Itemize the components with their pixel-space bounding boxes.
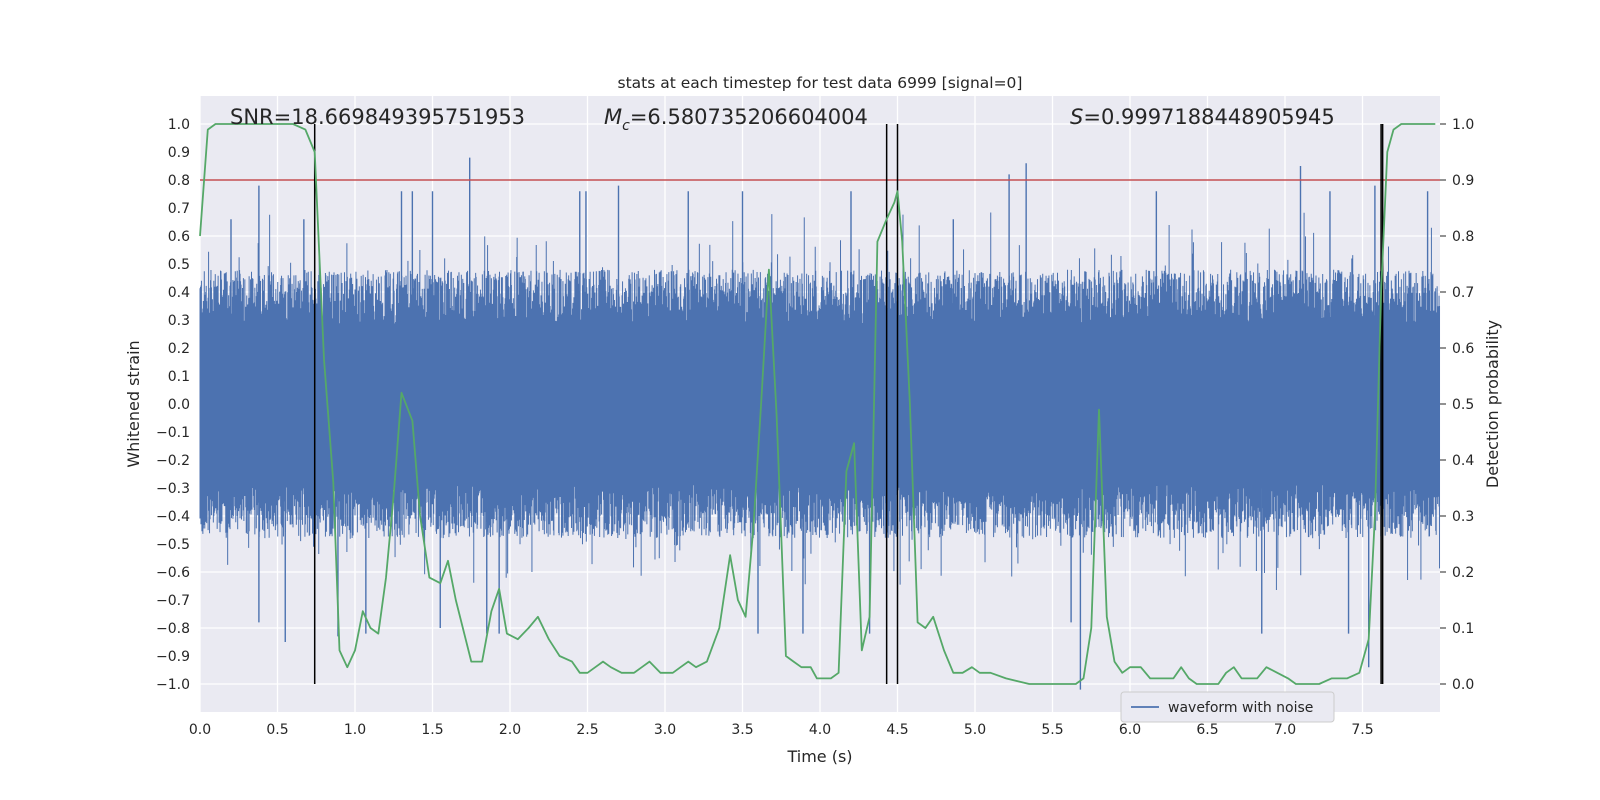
y-axis-label: Whitened strain xyxy=(124,340,143,467)
y-tick-label: −0.1 xyxy=(156,425,190,441)
y-tick-label: 0.4 xyxy=(168,285,190,301)
y-tick-label: 0.9 xyxy=(168,145,190,161)
significance-annotation: S=0.9997188448905945 xyxy=(1070,105,1335,129)
y2-tick-label: 0.7 xyxy=(1452,285,1474,301)
y-tick-label: −0.4 xyxy=(156,509,190,525)
y-tick-label: −0.3 xyxy=(156,481,190,497)
probability-series xyxy=(199,123,1436,685)
x-tick-label: 1.0 xyxy=(344,722,366,738)
y2-tick-label: 0.5 xyxy=(1452,397,1474,413)
y-tick-label: −0.7 xyxy=(156,593,190,609)
x-tick-label: 6.0 xyxy=(1119,722,1141,738)
x-axis-label: Time (s) xyxy=(786,747,852,766)
y-tick-label: 0.8 xyxy=(168,173,190,189)
y-tick-label: 0.2 xyxy=(168,341,190,357)
y-tick-label: 0.3 xyxy=(168,313,190,329)
y2-tick-label: 0.4 xyxy=(1452,453,1474,469)
chirp-mass-annotation: Mc=6.580735206604004 xyxy=(604,105,868,134)
y2-tick-label: 0.3 xyxy=(1452,509,1474,525)
y2-tick-label: 0.6 xyxy=(1452,341,1474,357)
y2-tick-label: 0.1 xyxy=(1452,621,1474,637)
significance-symbol: S xyxy=(1070,105,1083,129)
y-tick-label: 0.1 xyxy=(168,369,190,385)
x-tick-label: 4.5 xyxy=(886,722,908,738)
snr-annotation: SNR=18.669849395751953 xyxy=(230,105,525,129)
x-tick-label: 3.0 xyxy=(654,722,676,738)
y-tick-label: 0.0 xyxy=(168,397,190,413)
chirp-mass-symbol: M xyxy=(604,105,622,129)
y2-axis-ticks: 1.0 0.9 0.8 0.7 0.6 0.5 0.4 0.3 0.2 0.1 0.0 xyxy=(1440,117,1474,693)
y-tick-label: −0.8 xyxy=(156,621,190,637)
y-tick-label: 1.0 xyxy=(168,117,190,133)
legend-label: waveform with noise xyxy=(1168,700,1313,716)
x-tick-label: 3.5 xyxy=(731,722,753,738)
x-tick-label: 2.5 xyxy=(576,722,598,738)
x-tick-label: 5.0 xyxy=(964,722,986,738)
x-tick-label: 7.5 xyxy=(1351,722,1373,738)
x-tick-label: 5.5 xyxy=(1041,722,1063,738)
probability-line xyxy=(199,123,1436,685)
x-tick-label: 2.0 xyxy=(499,722,521,738)
legend: waveform with noise xyxy=(1120,691,1335,723)
y-tick-label: −0.5 xyxy=(156,537,190,553)
x-tick-label: 4.0 xyxy=(809,722,831,738)
chart-title: stats at each timestep for test data 699… xyxy=(618,74,1023,92)
y-tick-label: −1.0 xyxy=(156,677,190,693)
y-tick-label: 0.5 xyxy=(168,257,190,273)
x-tick-label: 0.5 xyxy=(266,722,288,738)
x-tick-label: 0.0 xyxy=(189,722,211,738)
x-axis-ticks: 0.0 0.5 1.0 1.5 2.0 2.5 3.0 3.5 4.0 4.5 5.0 5.5 6.0 6… xyxy=(189,722,1374,738)
y2-tick-label: 0.0 xyxy=(1452,677,1474,693)
y-tick-label: −0.6 xyxy=(156,565,190,581)
y2-tick-label: 1.0 xyxy=(1452,117,1474,133)
x-tick-label: 7.0 xyxy=(1274,722,1296,738)
waveform-series xyxy=(199,157,1441,690)
y-tick-label: 0.6 xyxy=(168,229,190,245)
y-axis-ticks: 1.0 0.9 0.8 0.7 0.6 0.5 0.4 0.3 0.2 0.1 0.0 −0.1 −0.… xyxy=(156,117,190,693)
y-tick-label: 0.7 xyxy=(168,201,190,217)
legend-box xyxy=(1120,691,1335,723)
x-tick-label: 6.5 xyxy=(1196,722,1218,738)
chirp-mass-subscript: c xyxy=(622,118,630,134)
chirp-mass-value: =6.580735206604004 xyxy=(630,105,868,129)
y-tick-label: −0.9 xyxy=(156,649,190,665)
y2-axis-label: Detection probability xyxy=(1483,320,1502,488)
significance-value: =0.9997188448905945 xyxy=(1083,105,1334,129)
event-lines xyxy=(313,124,1384,684)
y2-tick-label: 0.2 xyxy=(1452,565,1474,581)
y2-tick-label: 0.8 xyxy=(1452,229,1474,245)
waveform-noise-band xyxy=(199,212,1441,590)
y2-tick-label: 0.9 xyxy=(1452,173,1474,189)
y-tick-label: −0.2 xyxy=(156,453,190,469)
x-tick-label: 1.5 xyxy=(421,722,443,738)
